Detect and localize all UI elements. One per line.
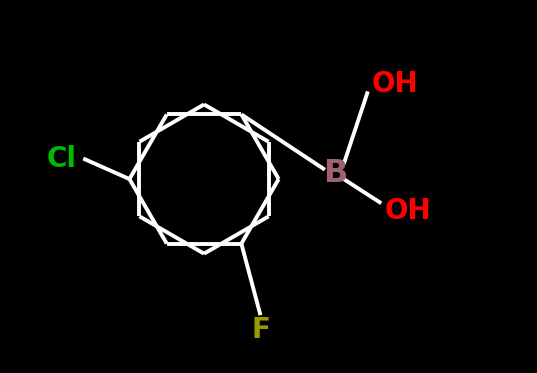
Text: Cl: Cl	[47, 144, 77, 173]
Text: B: B	[323, 158, 348, 189]
Text: F: F	[251, 316, 270, 344]
Text: OH: OH	[372, 70, 418, 98]
Text: OH: OH	[385, 197, 431, 225]
